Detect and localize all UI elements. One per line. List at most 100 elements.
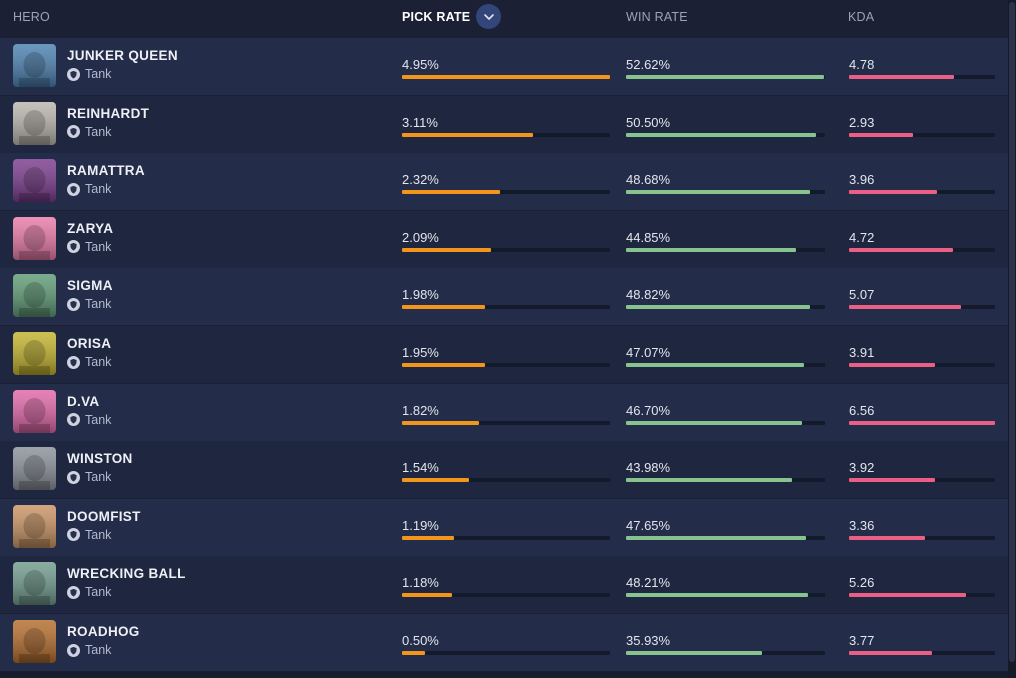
kda-bar-track [849,535,995,540]
win-rate-bar-fill [626,75,824,79]
hero-portrait [13,159,56,203]
win-rate-value: 48.21% [626,575,671,591]
kda-bar-track [849,305,995,310]
kda-bar-track [849,420,995,425]
kda-bar-fill [849,247,953,252]
hero-name[interactable]: ROADHOG [67,624,140,639]
pick-rate-bar-track [402,247,610,252]
pick-rate-bar-fill [402,190,500,195]
hero-name[interactable]: REINHARDT [67,105,150,121]
hero-name[interactable]: D.VA [67,393,100,409]
pick-rate-bar-fill [402,132,534,137]
column-header-pick-rate[interactable]: PICK RATE [402,10,471,24]
tank-role-icon [67,125,80,139]
pick-rate-bar-track [402,420,610,425]
kda-value: 2.93 [849,114,875,130]
pick-rate-value: 2.32% [402,172,439,188]
hero-name[interactable]: WINSTON [67,451,133,467]
win-rate-bar-track [626,478,825,483]
hero-role: Tank [67,528,111,542]
table-row[interactable]: ZARYA Tank 2.09% 44.85% 4.72 [0,210,1008,268]
column-header-win-rate[interactable]: WIN RATE [626,10,688,24]
hero-role: Tank [67,240,111,254]
win-rate-bar-track [626,247,825,252]
kda-bar-track [849,651,995,655]
kda-bar-fill [849,651,933,655]
hero-name[interactable]: SIGMA [67,278,113,294]
hero-portrait [13,101,56,145]
pick-rate-bar-track [402,651,610,655]
hero-name[interactable]: ORISA [67,336,112,351]
kda-bar-fill [849,190,937,195]
hero-role-label: Tank [85,297,112,312]
win-rate-value: 35.93% [626,633,671,648]
kda-value: 6.56 [849,402,875,418]
kda-value: 4.78 [849,57,875,72]
pick-rate-value: 1.82% [402,402,439,418]
kda-value: 5.26 [849,575,875,591]
kda-value: 5.07 [849,287,875,303]
hero-portrait [13,216,56,260]
hero-role: Tank [67,470,111,484]
scrollbar-thumb[interactable] [1009,2,1015,662]
pick-rate-bar-fill [402,75,610,79]
table-row[interactable]: D.VA Tank 1.82% 46.70% 6.56 [0,383,1008,441]
hero-portrait [13,44,56,87]
kda-bar-fill [849,593,966,598]
kda-value: 4.72 [849,229,875,245]
pick-rate-bar-fill [402,478,469,483]
hero-name[interactable]: RAMATTRA [67,163,145,179]
table-row[interactable]: JUNKER QUEEN Tank 4.95% 52.62% 4.78 [0,38,1008,95]
kda-value: 3.91 [849,345,875,360]
kda-bar-track [849,75,995,79]
win-rate-value: 46.70% [626,402,671,418]
table-row[interactable]: ROADHOG Tank 0.50% 35.93% 3.77 [0,614,1008,671]
win-rate-value: 48.82% [626,287,671,303]
table-row[interactable]: REINHARDT Tank 3.11% 50.50% 2.93 [0,95,1008,153]
chevron-down-icon [483,13,494,20]
tank-role-icon [67,297,80,311]
kda-bar-fill [849,75,955,79]
kda-bar-fill [849,132,914,137]
pick-rate-bar-fill [402,535,454,540]
pick-rate-bar-fill [402,305,486,310]
pick-rate-value: 0.50% [402,633,439,648]
hero-name[interactable]: ZARYA [67,220,114,236]
pick-rate-value: 4.95% [402,57,439,72]
tank-role-icon [67,643,80,657]
hero-role-label: Tank [85,470,112,485]
kda-bar-fill [849,478,936,483]
column-header-kda[interactable]: KDA [848,10,875,24]
hero-name[interactable]: DOOMFIST [67,508,141,524]
pick-rate-bar-track [402,190,610,195]
pick-rate-value: 1.98% [402,287,439,303]
table-row[interactable]: SIGMA Tank 1.98% 48.82% 5.07 [0,268,1008,326]
hero-name[interactable]: JUNKER QUEEN [67,48,178,63]
kda-bar-track [849,190,995,195]
win-rate-bar-track [626,305,825,310]
win-rate-value: 52.62% [626,57,671,72]
win-rate-value: 47.65% [626,517,671,533]
win-rate-bar-track [626,593,825,598]
win-rate-value: 44.85% [626,229,671,245]
pick-rate-bar-fill [402,593,452,598]
scrollbar-track[interactable] [1008,0,1016,678]
sort-descending-button[interactable] [476,4,501,29]
table-row[interactable]: ORISA Tank 1.95% 47.07% 3.91 [0,326,1008,383]
pick-rate-bar-track [402,478,610,483]
table-header: HERO PICK RATE WIN RATE KDA [0,0,1008,34]
pick-rate-bar-track [402,535,610,540]
table-row[interactable]: RAMATTRA Tank 2.32% 48.68% 3.96 [0,153,1008,211]
hero-portrait [13,274,56,318]
hero-role-label: Tank [85,643,112,657]
pick-rate-bar-fill [402,247,492,252]
table-row[interactable]: WRECKING BALL Tank 1.18% 48.21% 5.26 [0,556,1008,614]
win-rate-bar-fill [626,420,803,425]
table-row[interactable]: WINSTON Tank 1.54% 43.98% 3.92 [0,441,1008,499]
table-row[interactable]: DOOMFIST Tank 1.19% 47.65% 3.36 [0,498,1008,556]
win-rate-bar-fill [626,651,763,655]
hero-name[interactable]: WRECKING BALL [67,566,186,582]
kda-bar-track [849,478,995,483]
column-header-hero[interactable]: HERO [13,10,50,24]
tank-role-icon [67,67,80,81]
